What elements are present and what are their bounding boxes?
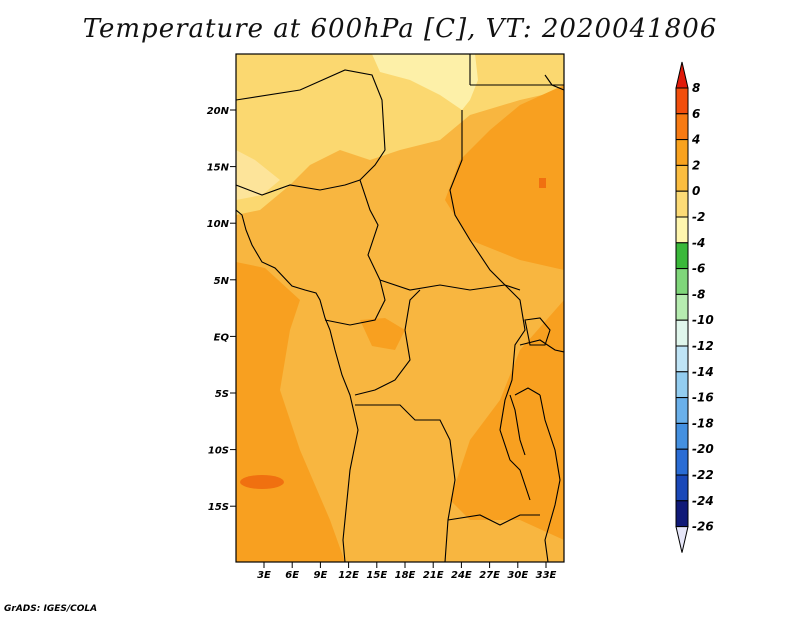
colorbar-swatch bbox=[675, 139, 689, 166]
colorbar-label: 4 bbox=[691, 133, 700, 147]
lon-tick-label: 24E bbox=[451, 570, 472, 581]
colorbar-swatch bbox=[675, 164, 689, 192]
colorbar-swatch bbox=[675, 242, 689, 270]
border-sahel bbox=[236, 179, 361, 196]
colorbar-label: -24 bbox=[692, 494, 714, 508]
colorbar-label: 8 bbox=[692, 81, 700, 95]
colorbar-swatch bbox=[675, 293, 689, 321]
lat-tick-label: 15S bbox=[208, 502, 229, 513]
credit-text: GrADS: IGES/COLA bbox=[4, 604, 98, 614]
coastline-west-africa bbox=[236, 209, 359, 562]
field-cool-north bbox=[236, 54, 564, 215]
colorbar-label: 0 bbox=[692, 184, 700, 198]
colorbar-label: -10 bbox=[692, 313, 714, 327]
colorbar-swatch bbox=[675, 216, 689, 244]
colorbar-label: -14 bbox=[692, 365, 714, 379]
latitude-axis: 20N 15N 10N 5N EQ 5S 10S 15S bbox=[207, 106, 236, 513]
lon-tick-label: 9E bbox=[314, 570, 328, 581]
lat-tick-label: 10S bbox=[208, 446, 229, 457]
colorbar-swatch bbox=[675, 113, 689, 141]
lake-tanganyika bbox=[509, 394, 526, 456]
colorbar-swatch bbox=[675, 268, 689, 295]
border-angola bbox=[355, 404, 456, 562]
temperature-field bbox=[236, 54, 564, 562]
border-chad bbox=[449, 54, 564, 291]
lon-tick-label: 30E bbox=[507, 570, 528, 581]
colorbar-label: -26 bbox=[692, 520, 714, 534]
lat-tick-label: 10N bbox=[207, 219, 230, 230]
border-central bbox=[324, 279, 506, 326]
lon-tick-label: 33E bbox=[536, 570, 557, 581]
colorbar-top-arrow bbox=[675, 61, 689, 89]
colorbar: 8 6 4 2 0 -2 -4 -6 -8 -10 -12 -14 -16 -18 -20 -22 -24 -26 bbox=[675, 61, 714, 553]
coastlines-borders bbox=[236, 54, 564, 562]
longitude-axis: 3E 6E 9E 12E 15E 18E 21E 24E 27E 30E 33E bbox=[257, 562, 557, 581]
colorbar-label: -18 bbox=[692, 416, 714, 430]
lat-tick-label: 20N bbox=[207, 106, 230, 117]
colorbar-label: -6 bbox=[692, 262, 705, 276]
border-great-lakes bbox=[499, 284, 531, 501]
colorbar-label: -12 bbox=[692, 339, 714, 353]
lat-tick-label: EQ bbox=[214, 332, 230, 343]
map-frame bbox=[235, 53, 565, 563]
field-warm-east bbox=[445, 85, 564, 270]
colorbar-swatch bbox=[675, 500, 689, 528]
lon-tick-label: 3E bbox=[257, 570, 271, 581]
field-cold-north bbox=[372, 54, 478, 110]
map-title: Temperature at 600hPa [C], VT: 202004180… bbox=[82, 14, 718, 44]
colorbar-swatch bbox=[675, 474, 689, 502]
lon-tick-label: 21E bbox=[423, 570, 444, 581]
colorbar-swatch bbox=[675, 422, 689, 450]
lat-tick-label: 15N bbox=[207, 163, 230, 174]
colorbar-swatch bbox=[675, 448, 689, 476]
colorbar-label: -16 bbox=[692, 391, 714, 405]
lat-tick-label: 5S bbox=[215, 389, 229, 400]
colorbar-swatch bbox=[675, 319, 689, 347]
border-north bbox=[236, 69, 386, 281]
lon-tick-label: 18E bbox=[395, 570, 416, 581]
colorbar-label: -8 bbox=[692, 287, 705, 301]
lon-tick-label: 15E bbox=[366, 570, 387, 581]
lat-tick-label: 5N bbox=[214, 276, 230, 287]
field-hot-spot-east bbox=[539, 178, 546, 188]
lon-tick-label: 27E bbox=[479, 570, 500, 581]
colorbar-label: -20 bbox=[692, 442, 714, 456]
border-zambia bbox=[447, 514, 540, 526]
colorbar-swatch bbox=[675, 397, 689, 424]
colorbar-label: -2 bbox=[692, 210, 705, 224]
colorbar-label: -4 bbox=[692, 236, 705, 250]
lon-tick-label: 12E bbox=[338, 570, 359, 581]
border-congo bbox=[354, 289, 421, 396]
colorbar-swatch bbox=[675, 371, 689, 399]
colorbar-swatch bbox=[675, 87, 689, 115]
field-cold-northwest bbox=[236, 150, 280, 200]
colorbar-label: -22 bbox=[692, 468, 714, 482]
colorbar-swatch bbox=[675, 190, 689, 218]
field-warm-centre bbox=[360, 318, 405, 350]
colorbar-swatch bbox=[675, 345, 689, 373]
colorbar-label: 2 bbox=[692, 158, 700, 172]
field-warm-southeast bbox=[450, 300, 564, 540]
field-hot-spot-atlantic bbox=[240, 475, 284, 489]
lake-victoria bbox=[524, 317, 551, 346]
colorbar-label: 6 bbox=[692, 107, 700, 121]
colorbar-bottom-arrow bbox=[675, 526, 689, 553]
lon-tick-label: 6E bbox=[285, 570, 299, 581]
